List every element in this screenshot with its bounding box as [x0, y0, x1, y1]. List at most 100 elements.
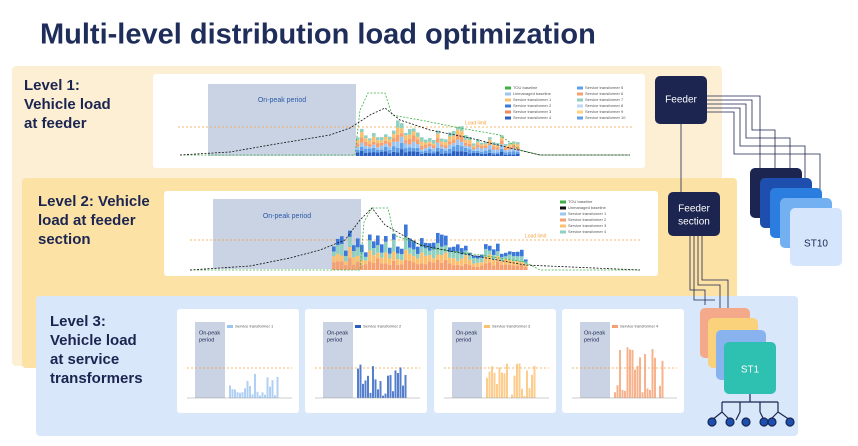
stacked-bar-illustration — [384, 241, 388, 253]
legend-entry: TOU baseline — [513, 85, 538, 90]
level-label: Level 1: — [24, 77, 80, 94]
stacked-bar-illustration — [452, 246, 456, 252]
bar-illustration — [359, 364, 362, 398]
stacked-bar-illustration — [428, 146, 432, 149]
stacked-bar-illustration — [464, 139, 468, 143]
annotation: Load limit — [525, 233, 547, 239]
stacked-bar-illustration — [432, 140, 436, 144]
stacked-bar-illustration — [512, 256, 516, 262]
stacked-bar-illustration — [396, 127, 400, 135]
bar-illustration — [241, 392, 244, 398]
bar-illustration — [513, 375, 516, 398]
stacked-bar-illustration — [468, 140, 472, 144]
stacked-bar-illustration — [432, 148, 436, 152]
bar-illustration — [641, 392, 644, 398]
stacked-bar-illustration — [396, 253, 400, 260]
stacked-bar-illustration — [424, 150, 428, 153]
stacked-bar-illustration — [356, 247, 360, 256]
legend-entry: TOU baseline — [568, 199, 593, 204]
stacked-bar-illustration — [436, 133, 440, 139]
legend-swatch — [505, 92, 511, 96]
stacked-bar-illustration — [376, 258, 380, 270]
stacked-bar-illustration — [384, 143, 388, 147]
connectors — [680, 95, 821, 330]
stacked-bar-illustration — [424, 248, 428, 256]
stacked-bar-illustration — [488, 137, 492, 140]
stacked-bar-illustration — [372, 144, 376, 148]
level-label: at service — [50, 351, 119, 368]
legend-entry: Service transformer 4 — [568, 229, 607, 234]
stacked-bar-illustration — [360, 142, 364, 147]
bar-illustration — [229, 385, 231, 398]
stacked-bar-illustration — [512, 143, 516, 146]
stacked-bar-illustration — [444, 245, 448, 253]
stacked-bar-illustration — [384, 146, 388, 152]
stacked-bar-illustration — [380, 252, 384, 258]
stacked-bar-illustration — [460, 146, 464, 152]
stacked-bar-illustration — [416, 151, 420, 156]
bar-illustration — [362, 383, 364, 398]
bar-illustration — [251, 394, 254, 398]
annotation: period — [456, 337, 471, 343]
annotation: On-peak period — [258, 97, 306, 104]
bar-illustration — [269, 386, 271, 398]
bar-illustration — [387, 375, 389, 398]
bar-illustration — [503, 373, 506, 398]
stacked-bar-illustration — [388, 142, 392, 147]
level-label: transformers — [50, 370, 143, 387]
stacked-bar-illustration — [412, 135, 416, 142]
stacked-bar-illustration — [508, 146, 512, 150]
stacked-bar-illustration — [460, 141, 464, 147]
stacked-bar-illustration — [444, 148, 448, 151]
bar-illustration — [501, 372, 503, 398]
stacked-bar-illustration — [440, 262, 444, 270]
stacked-bar-illustration — [448, 263, 452, 270]
stacked-bar-illustration — [440, 255, 444, 263]
stacked-bar-illustration — [364, 264, 368, 270]
on-peak-shade — [195, 322, 225, 398]
stacked-bar-illustration — [488, 149, 492, 153]
stacked-bar-illustration — [376, 143, 380, 148]
bar-illustration — [392, 391, 394, 398]
stacked-bar-illustration — [440, 234, 444, 247]
stacked-bar-illustration — [404, 140, 408, 144]
bar-illustration — [236, 392, 239, 398]
stacked-bar-illustration — [508, 149, 512, 152]
bar-illustration — [511, 394, 513, 398]
legend-entry: Service transformer 1 — [235, 324, 274, 329]
stacked-bar-illustration — [400, 128, 404, 134]
stacked-bar-illustration — [460, 248, 464, 255]
stacked-bar-illustration — [356, 137, 360, 140]
stacked-bar-illustration — [348, 257, 352, 270]
bar-illustration — [404, 374, 407, 398]
stacked-bar-illustration — [488, 139, 492, 143]
stacked-bar-illustration — [400, 136, 404, 143]
legend-entry: Service transformer 8 — [585, 103, 624, 108]
stacked-bar-illustration — [496, 147, 500, 150]
stacked-bar-illustration — [460, 254, 464, 259]
stacked-bar-illustration — [452, 131, 456, 136]
stacked-bar-illustration — [444, 139, 448, 143]
legend-swatch — [560, 212, 566, 216]
stacked-bar-illustration — [440, 153, 444, 156]
stacked-bar-illustration — [456, 260, 460, 265]
stacked-bar-illustration — [448, 141, 452, 145]
stacked-bar-illustration — [512, 151, 516, 155]
stacked-bar-illustration — [500, 151, 504, 156]
stacked-bar-illustration — [336, 261, 340, 270]
stacked-bar-illustration — [508, 254, 512, 260]
stacked-bar-illustration — [376, 140, 380, 144]
stacked-bar-illustration — [500, 135, 504, 138]
stacked-bar-illustration — [504, 152, 508, 155]
stacked-bar-illustration — [496, 243, 500, 252]
bar-illustration — [651, 349, 654, 398]
stacked-bar-illustration — [412, 151, 416, 156]
legend-entry: Service transformer 2 — [568, 217, 607, 222]
stacked-bar-illustration — [404, 148, 408, 153]
stacked-bar-illustration — [424, 242, 428, 249]
stacked-bar-illustration — [368, 146, 372, 149]
stacked-bar-illustration — [508, 154, 512, 156]
stacked-bar-illustration — [468, 255, 472, 260]
stacked-bar-illustration — [416, 264, 420, 270]
stacked-bar-illustration — [384, 134, 388, 137]
